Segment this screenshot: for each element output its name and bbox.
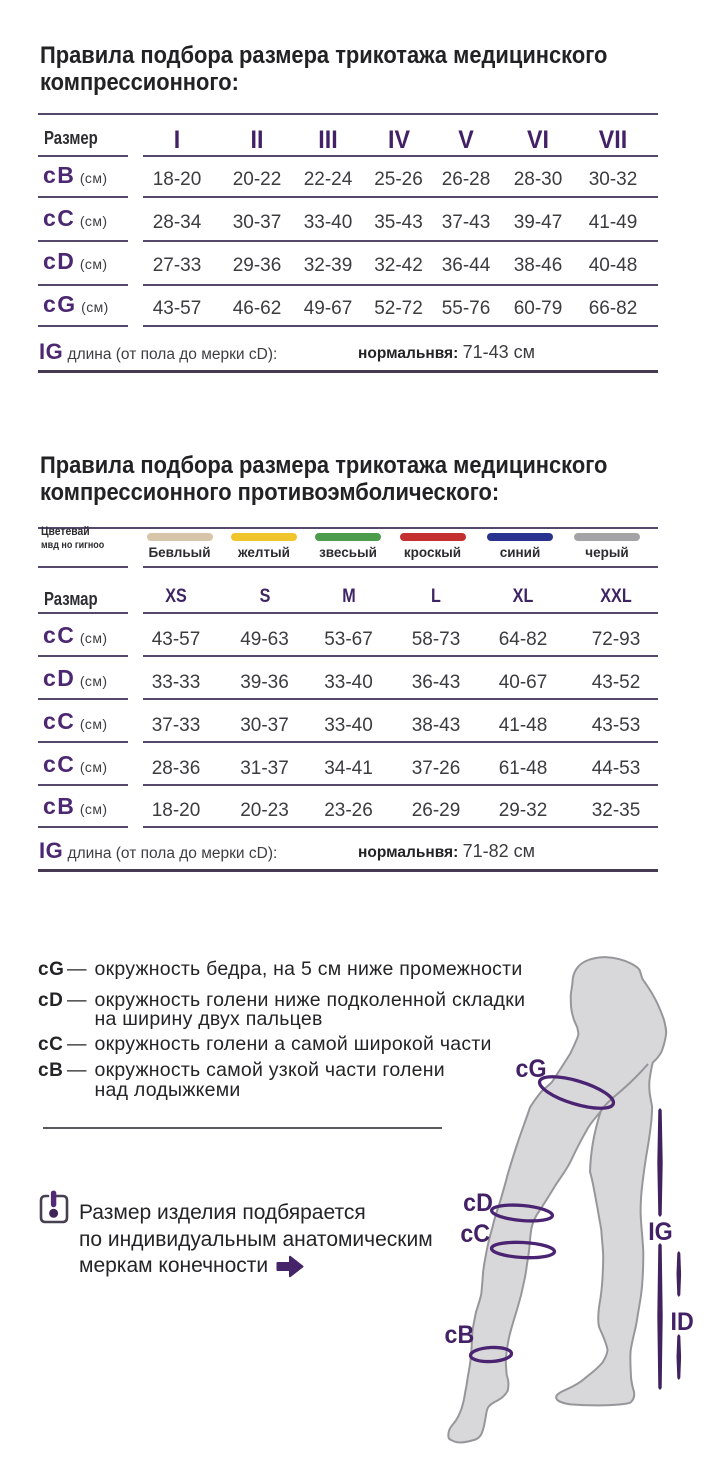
svg-text:cD: cD: [463, 1189, 493, 1217]
svg-text:IG: IG: [648, 1218, 673, 1246]
svg-text:cB: cB: [445, 1321, 475, 1349]
svg-text:cG: cG: [516, 1055, 547, 1083]
svg-text:cC: cC: [460, 1220, 490, 1248]
svg-text:ID: ID: [671, 1308, 694, 1336]
